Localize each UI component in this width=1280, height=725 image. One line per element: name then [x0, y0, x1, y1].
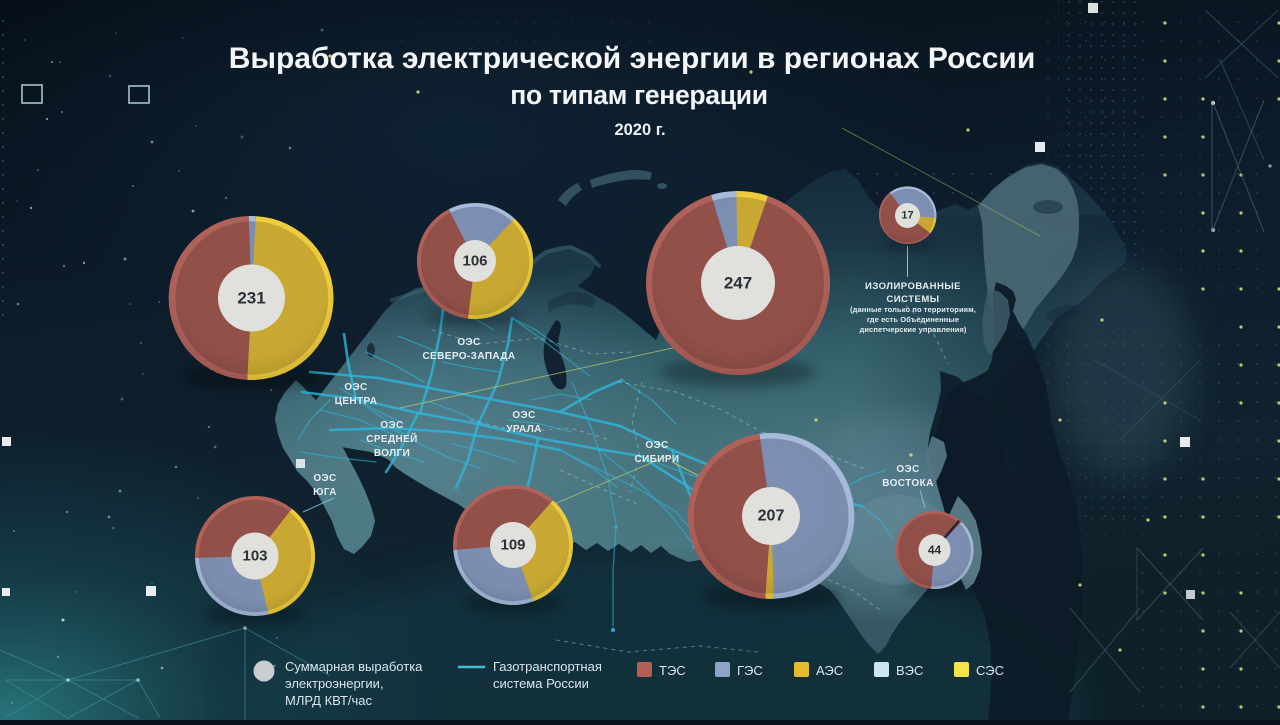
svg-text:система России: система России	[493, 676, 589, 691]
svg-text:106: 106	[462, 253, 487, 270]
svg-text:ИЗОЛИРОВАННЫЕ: ИЗОЛИРОВАННЫЕ	[865, 281, 961, 292]
svg-text:109: 109	[500, 537, 525, 554]
svg-text:103: 103	[242, 548, 267, 565]
svg-text:ЦЕНТРА: ЦЕНТРА	[335, 396, 378, 407]
svg-text:СЭС: СЭС	[976, 663, 1004, 678]
svg-text:ТЭС: ТЭС	[659, 663, 686, 678]
svg-text:электроэнергии,: электроэнергии,	[285, 676, 384, 691]
svg-text:Газотранспортная: Газотранспортная	[493, 659, 602, 674]
svg-text:ОЭС: ОЭС	[896, 464, 919, 475]
svg-text:ОЭС: ОЭС	[313, 473, 336, 484]
svg-text:ВОСТОКА: ВОСТОКА	[882, 478, 934, 489]
svg-text:207: 207	[758, 508, 785, 525]
svg-text:ОЭС: ОЭС	[645, 440, 668, 451]
svg-text:ГЭС: ГЭС	[737, 663, 763, 678]
svg-text:где есть Объединенные: где есть Объединенные	[867, 315, 959, 324]
svg-text:Суммарная выработка: Суммарная выработка	[285, 659, 423, 674]
svg-text:СИСТЕМЫ: СИСТЕМЫ	[886, 294, 939, 305]
svg-text:ВОЛГИ: ВОЛГИ	[374, 448, 410, 459]
svg-text:по типам генерации: по типам генерации	[510, 80, 767, 110]
svg-text:ОЭС: ОЭС	[512, 410, 535, 421]
svg-text:ОЭС: ОЭС	[344, 382, 367, 393]
svg-text:231: 231	[237, 289, 265, 308]
svg-text:247: 247	[724, 274, 752, 293]
svg-text:Выработка электрической энерги: Выработка электрической энергии в регион…	[229, 42, 1036, 75]
svg-text:(данные только по территориям,: (данные только по территориям,	[850, 305, 976, 314]
svg-text:СИБИРИ: СИБИРИ	[634, 454, 679, 465]
svg-text:диспетчерские управления): диспетчерские управления)	[859, 325, 966, 334]
svg-text:ОЭС: ОЭС	[380, 420, 403, 431]
svg-text:44: 44	[928, 543, 942, 557]
svg-text:СРЕДНЕЙ: СРЕДНЕЙ	[366, 432, 418, 445]
svg-text:МЛРД КВТ/час: МЛРД КВТ/час	[285, 693, 373, 708]
svg-text:СЕВЕРО-ЗАПАДА: СЕВЕРО-ЗАПАДА	[422, 351, 515, 362]
svg-text:2020 г.: 2020 г.	[614, 121, 665, 139]
svg-text:17: 17	[901, 210, 913, 222]
svg-text:ОЭС: ОЭС	[457, 337, 480, 348]
svg-text:АЭС: АЭС	[816, 663, 843, 678]
svg-text:ВЭС: ВЭС	[896, 663, 923, 678]
svg-text:ЮГА: ЮГА	[313, 487, 337, 498]
svg-text:УРАЛА: УРАЛА	[506, 424, 542, 435]
